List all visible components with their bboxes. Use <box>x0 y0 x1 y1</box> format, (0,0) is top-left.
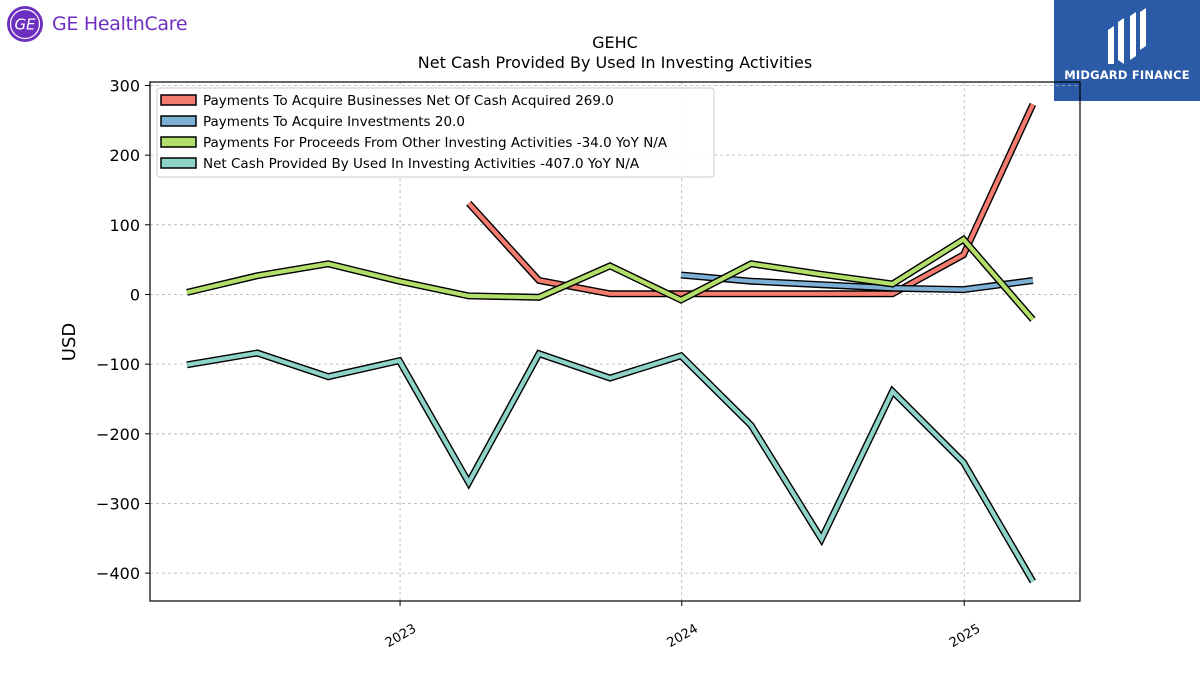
y-tick-label: −100 <box>96 355 140 374</box>
y-tick-label: 100 <box>109 216 140 235</box>
legend-box <box>156 87 715 178</box>
legend-swatch <box>160 136 197 148</box>
series-stroke <box>680 272 1034 292</box>
midgard-mark-icon <box>1108 8 1146 64</box>
publisher-logo: MIDGARD FINANCE <box>1054 0 1200 101</box>
y-tick-label: 0 <box>130 285 140 304</box>
x-tick-label: 2023 <box>383 621 419 651</box>
series-outline <box>186 234 1036 322</box>
chart-subtitle: Net Cash Provided By Used In Investing A… <box>418 53 812 72</box>
legend-label: Payments To Acquire Businesses Net Of Ca… <box>203 93 614 109</box>
legend-label: Payments For Proceeds From Other Investi… <box>203 135 668 151</box>
series-line-4 <box>186 349 1036 584</box>
legend: Payments To Acquire Businesses Net Of Ca… <box>156 87 715 178</box>
legend-swatch <box>160 157 197 169</box>
y-tick-label: 300 <box>109 76 140 95</box>
series-layer <box>186 102 1037 584</box>
publisher-name: MIDGARD FINANCE <box>1064 68 1190 82</box>
y-tick-label: −300 <box>96 494 140 513</box>
x-tick-label: 2025 <box>947 621 983 651</box>
y-tick-label: 200 <box>109 146 140 165</box>
series-line-2 <box>680 271 1034 294</box>
y-tick-label: −400 <box>96 564 140 583</box>
series-stroke <box>186 236 1035 321</box>
legend-swatch <box>160 115 197 127</box>
svg-text:GE: GE <box>14 16 36 34</box>
brand-logo: GE GE HealthCare <box>6 4 188 44</box>
legend-label: Net Cash Provided By Used In Investing A… <box>203 156 640 172</box>
series-line-3 <box>186 234 1036 322</box>
legend-swatch <box>160 94 197 106</box>
series-outline <box>186 349 1036 584</box>
x-axis-ticks: 2023 2024 2025 <box>383 601 983 651</box>
ge-monogram-icon: GE <box>7 6 43 42</box>
y-axis-label: USD <box>59 323 80 361</box>
y-axis-ticks: 300 200 100 0 −100 −200 −300 −400 <box>96 76 150 583</box>
legend-label: Payments To Acquire Investments 20.0 <box>203 114 465 130</box>
plot-frame <box>149 81 1081 602</box>
x-tick-label: 2024 <box>665 621 701 651</box>
chart-title: GEHC <box>592 33 638 52</box>
y-tick-label: −200 <box>96 425 140 444</box>
series-stroke <box>186 350 1035 583</box>
brand-name: GE HealthCare <box>52 13 188 35</box>
